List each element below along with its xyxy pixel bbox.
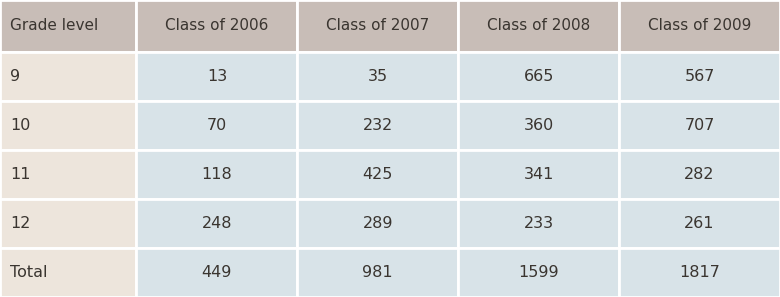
Text: Total: Total (10, 265, 48, 280)
Text: 707: 707 (684, 118, 714, 133)
Bar (458, 101, 619, 150)
Text: 261: 261 (684, 216, 714, 231)
Bar (0, 248, 136, 297)
Bar (619, 0, 780, 52)
Bar (0, 52, 136, 101)
Bar (619, 199, 780, 248)
Text: 289: 289 (363, 216, 393, 231)
Text: Class of 2009: Class of 2009 (648, 18, 751, 34)
Text: 425: 425 (363, 167, 393, 182)
Bar (136, 199, 297, 248)
Bar (0, 0, 136, 52)
Bar (0, 150, 136, 199)
Text: 341: 341 (523, 167, 554, 182)
Bar (458, 150, 619, 199)
Bar (458, 199, 619, 248)
Bar (297, 101, 458, 150)
Bar (619, 248, 780, 297)
Text: 12: 12 (10, 216, 30, 231)
Text: 9: 9 (10, 69, 20, 84)
Text: 35: 35 (367, 69, 388, 84)
Text: 981: 981 (363, 265, 393, 280)
Bar (297, 52, 458, 101)
Bar (297, 248, 458, 297)
Bar (136, 150, 297, 199)
Bar (136, 52, 297, 101)
Bar (619, 101, 780, 150)
Text: 449: 449 (202, 265, 232, 280)
Text: 567: 567 (684, 69, 714, 84)
Text: Class of 2008: Class of 2008 (487, 18, 590, 34)
Bar (619, 150, 780, 199)
Text: 118: 118 (201, 167, 232, 182)
Bar (136, 0, 297, 52)
Text: Class of 2006: Class of 2006 (165, 18, 268, 34)
Text: 360: 360 (523, 118, 554, 133)
Bar (0, 199, 136, 248)
Bar (619, 52, 780, 101)
Bar (0, 101, 136, 150)
Bar (136, 101, 297, 150)
Text: 232: 232 (363, 118, 393, 133)
Text: 1599: 1599 (519, 265, 559, 280)
Text: Grade level: Grade level (10, 18, 98, 34)
Bar (297, 199, 458, 248)
Bar (458, 0, 619, 52)
Bar (136, 248, 297, 297)
Text: 10: 10 (10, 118, 30, 133)
Text: 665: 665 (523, 69, 554, 84)
Bar (458, 52, 619, 101)
Bar (297, 150, 458, 199)
Text: 1817: 1817 (679, 265, 720, 280)
Text: Class of 2007: Class of 2007 (326, 18, 430, 34)
Text: 282: 282 (684, 167, 714, 182)
Text: 233: 233 (523, 216, 554, 231)
Text: 11: 11 (10, 167, 30, 182)
Text: 248: 248 (202, 216, 232, 231)
Text: 13: 13 (207, 69, 227, 84)
Text: 70: 70 (207, 118, 227, 133)
Bar (297, 0, 458, 52)
Bar (458, 248, 619, 297)
